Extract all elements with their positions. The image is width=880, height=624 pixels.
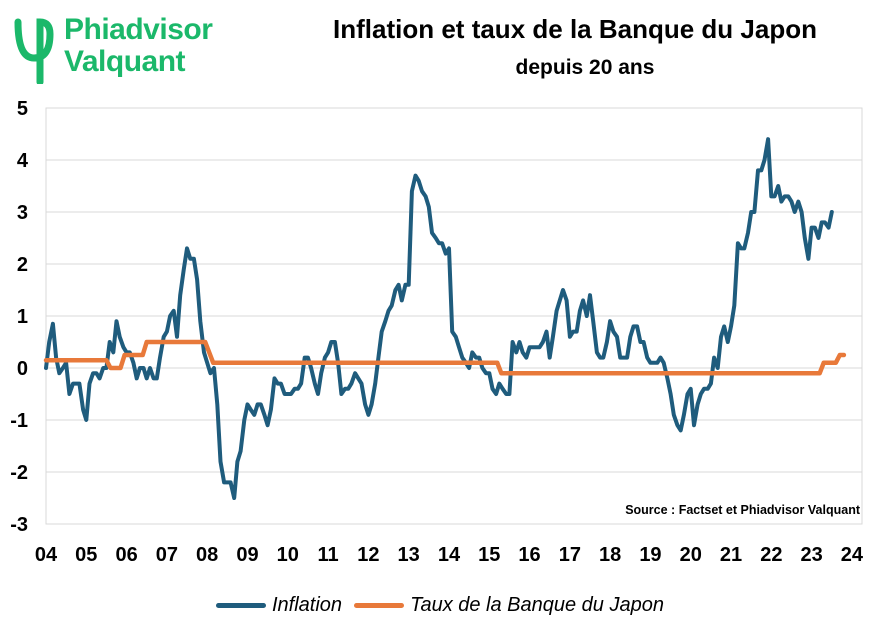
x-tick-label: 09 bbox=[236, 544, 258, 566]
x-tick-label: 19 bbox=[639, 544, 661, 566]
source-note: Source : Factset et Phiadvisor Valquant bbox=[625, 503, 860, 517]
y-tick-label: -3 bbox=[10, 514, 28, 536]
chart-title: Inflation et taux de la Banque du Japon bbox=[333, 14, 817, 44]
legend: Inflation Taux de la Banque du Japon bbox=[0, 594, 880, 617]
logo-line-1: Phiadvisor bbox=[64, 13, 213, 46]
y-tick-label: 4 bbox=[17, 150, 29, 172]
y-tick-label: 1 bbox=[17, 306, 28, 328]
y-tick-label: 3 bbox=[17, 202, 28, 224]
x-tick-label: 23 bbox=[801, 544, 823, 566]
phiadvisor-logo-icon bbox=[14, 18, 54, 84]
legend-item-inflation: Inflation bbox=[216, 594, 342, 617]
logo: Phiadvisor Valquant bbox=[12, 13, 213, 84]
legend-swatch-inflation bbox=[216, 603, 266, 608]
y-tick-label: 0 bbox=[17, 358, 28, 380]
x-tick-label: 21 bbox=[720, 544, 742, 566]
x-tick-label: 14 bbox=[438, 544, 461, 566]
x-tick-label: 16 bbox=[518, 544, 540, 566]
x-tick-label: 24 bbox=[841, 544, 864, 566]
x-tick-label: 13 bbox=[398, 544, 420, 566]
y-axis-tick-labels: -3 -2 -1 0 1 2 3 4 5 bbox=[10, 98, 29, 536]
y-tick-label: 2 bbox=[17, 254, 28, 276]
series-line-inflation bbox=[44, 137, 834, 500]
x-tick-label: 17 bbox=[559, 544, 581, 566]
legend-swatch-boj-rate bbox=[354, 603, 405, 608]
legend-item-boj-rate: Taux de la Banque du Japon bbox=[354, 594, 664, 617]
x-tick-label: 04 bbox=[35, 544, 58, 566]
y-tick-label: -1 bbox=[10, 410, 28, 432]
x-tick-label: 10 bbox=[277, 544, 299, 566]
x-tick-label: 05 bbox=[75, 544, 97, 566]
x-tick-label: 18 bbox=[599, 544, 621, 566]
gridlines bbox=[45, 107, 863, 525]
y-tick-label: 5 bbox=[17, 98, 28, 120]
x-tick-label: 08 bbox=[196, 544, 218, 566]
x-tick-label: 12 bbox=[357, 544, 379, 566]
series-lines bbox=[43, 137, 847, 500]
x-tick-label: 11 bbox=[317, 544, 338, 566]
x-tick-label: 07 bbox=[156, 544, 178, 566]
legend-label-inflation: Inflation bbox=[272, 594, 343, 616]
legend-label-boj-rate: Taux de la Banque du Japon bbox=[410, 594, 664, 616]
x-tick-label: 15 bbox=[478, 544, 500, 566]
x-tick-label: 06 bbox=[115, 544, 137, 566]
x-tick-label: 20 bbox=[680, 544, 702, 566]
logo-line-2: Valquant bbox=[64, 45, 186, 78]
x-tick-label: 22 bbox=[760, 544, 782, 566]
series-line-boj-rate bbox=[43, 339, 847, 376]
x-axis-tick-labels: 04 05 06 07 08 09 10 11 12 13 14 15 16 17 18 19 20 21 22 23… bbox=[35, 544, 864, 566]
chart-subtitle: depuis 20 ans bbox=[515, 56, 655, 79]
y-tick-label: -2 bbox=[10, 462, 28, 484]
